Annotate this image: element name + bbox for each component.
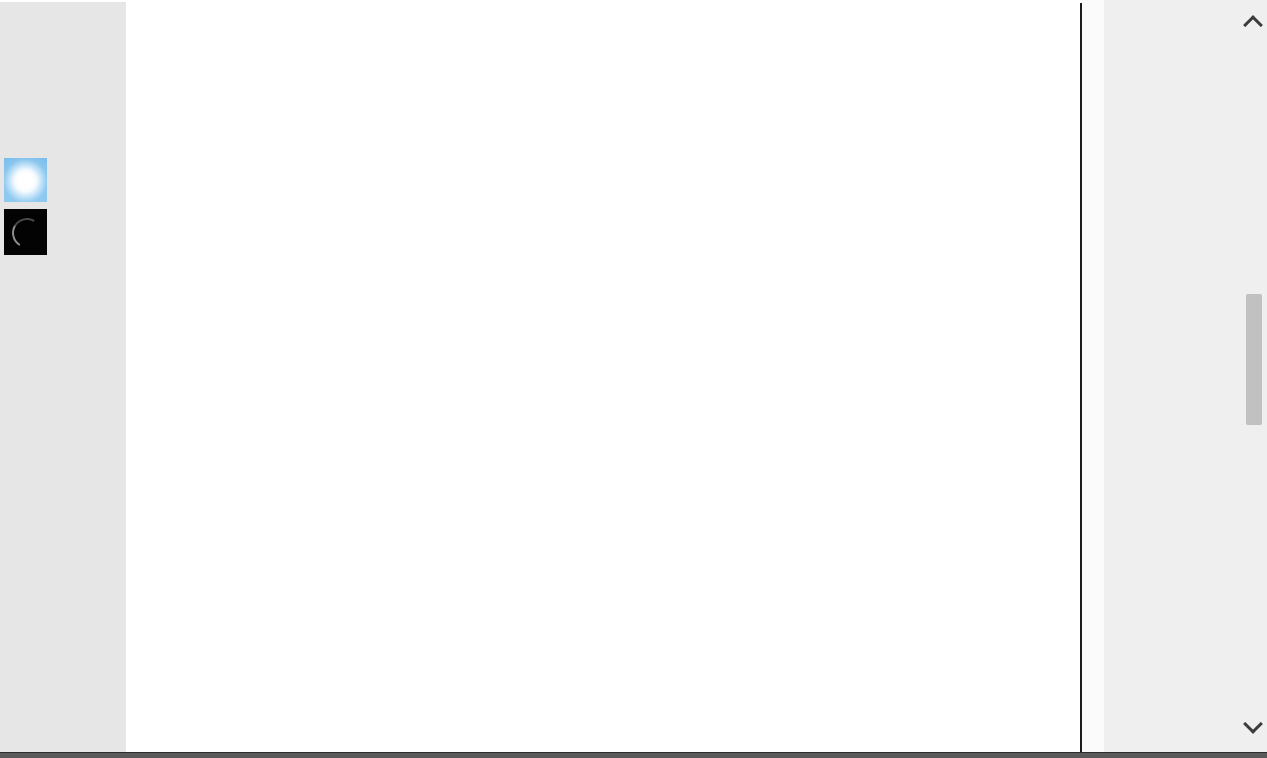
sunset-time	[53, 185, 55, 201]
moon-crescent-icon	[8, 214, 46, 252]
sun-icon	[4, 158, 47, 202]
right-panel	[1104, 0, 1267, 752]
day-separator-bar	[0, 752, 1267, 758]
moon-icon	[4, 209, 47, 255]
moonset-time	[53, 239, 55, 255]
sunrise-time	[53, 163, 55, 179]
day-sidebar	[0, 2, 126, 752]
moonrise-time	[53, 214, 55, 230]
forecast-table	[127, 3, 1080, 758]
right-gap	[1082, 0, 1104, 752]
table-right-border	[1080, 3, 1082, 752]
scrollbar-thumb[interactable]	[1246, 294, 1262, 425]
